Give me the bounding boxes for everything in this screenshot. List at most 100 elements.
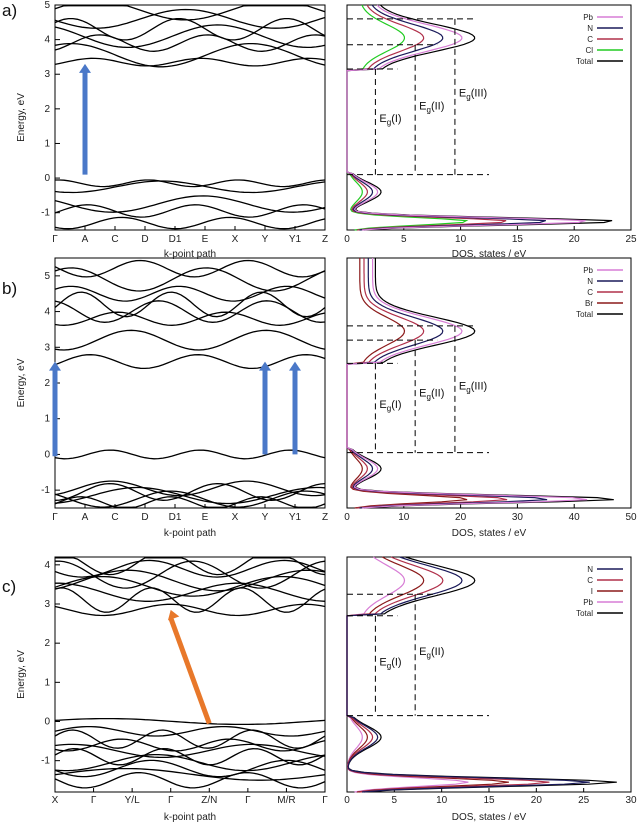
band-line [54, 34, 326, 52]
y-tick-label: 3 [44, 69, 50, 80]
x-tick-label: 0 [344, 795, 350, 806]
kpoint-label: Γ [168, 795, 174, 806]
plot-frame [346, 556, 632, 793]
kpoint-label: Z [322, 234, 328, 245]
legend-label: Pb [583, 13, 593, 22]
gap-label-sub: g [387, 118, 391, 127]
band-line [55, 557, 326, 576]
legend-label: N [587, 565, 593, 574]
kpoint-label: E [202, 512, 209, 523]
gap-label-main: E [379, 399, 386, 411]
kpoint-label: E [202, 234, 209, 245]
gap-label: Eg(II) [419, 646, 444, 660]
x-tick-label: 10 [455, 234, 467, 245]
x-tick-label: 20 [455, 512, 467, 523]
band-line [54, 17, 326, 41]
y-tick-label: 2 [44, 378, 50, 389]
band-line [55, 179, 326, 188]
band-line [54, 743, 326, 759]
band-line [54, 8, 326, 29]
x-tick-label: 5 [401, 234, 407, 245]
band-line [54, 267, 326, 292]
x-axis-label: k-point path [164, 528, 216, 539]
gap-label-main: E [419, 387, 426, 399]
band-line [54, 490, 326, 508]
band-line [54, 57, 326, 67]
band-line [54, 767, 326, 781]
band-structure-plot: -1 0 1 2 3 4 X Γ Y/L Γ Z/N Γ M/R Γk-point path Energy,… [16, 556, 328, 823]
band-line [54, 285, 326, 302]
legend-label: C [587, 288, 593, 297]
y-tick-label: 4 [44, 560, 50, 571]
x-tick-label: 25 [578, 795, 590, 806]
band-line [54, 603, 326, 617]
x-tick-label: 0 [344, 512, 350, 523]
gap-label-suffix: (II) [431, 101, 444, 113]
y-axis-label: Energy, eV [16, 650, 27, 699]
band-line [54, 216, 326, 230]
gap-arrow-head [167, 609, 180, 621]
kpoint-label: M/R [277, 795, 295, 806]
band-line [54, 587, 326, 613]
plot-frame [54, 4, 326, 231]
legend-label: N [587, 24, 593, 33]
y-tick-label: 3 [44, 342, 50, 353]
gap-label-suffix: (I) [391, 399, 401, 411]
y-tick-label: 2 [44, 104, 50, 115]
y-tick-label: 0 [44, 173, 50, 184]
kpoint-label: D1 [169, 234, 182, 245]
x-tick-label: 10 [436, 795, 448, 806]
x-tick-label: 20 [531, 795, 543, 806]
y-tick-label: 4 [44, 307, 50, 318]
gap-label: Eg(I) [379, 399, 401, 413]
band-line [54, 449, 326, 460]
gap-arrow-head [289, 361, 301, 371]
gap-label-main: E [379, 113, 386, 125]
gap-label-suffix: (I) [391, 657, 401, 669]
y-axis-label: Energy, eV [16, 93, 27, 142]
band-line [54, 717, 326, 726]
y-tick-label: 0 [44, 717, 50, 728]
legend-label: N [587, 277, 593, 286]
legend-label: Pb [583, 266, 593, 275]
gap-label-suffix: (II) [431, 387, 444, 399]
kpoint-label: A [82, 512, 89, 523]
x-axis-label: DOS, states / eV [452, 528, 527, 539]
gap-label-main: E [419, 646, 426, 658]
gap-label-suffix: (III) [471, 88, 488, 100]
band-line [54, 259, 326, 278]
band-line [54, 559, 326, 578]
band-line [54, 204, 326, 218]
x-axis-label: k-point path [164, 249, 216, 260]
y-tick-label: 4 [44, 35, 50, 46]
band-line [54, 759, 326, 778]
gap-arrow-head [259, 361, 271, 371]
legend-label: Total [576, 57, 593, 66]
kpoint-label: Z/N [201, 795, 217, 806]
x-tick-label: 25 [625, 234, 637, 245]
gap-label-suffix: (I) [391, 113, 401, 125]
band-line [54, 748, 326, 766]
dos-curve-i [346, 556, 509, 793]
legend-label: I [591, 587, 593, 596]
dos-curve-pb [346, 4, 586, 231]
band-line [54, 24, 326, 49]
x-axis-label: k-point path [164, 812, 216, 823]
gap-label: Eg(I) [379, 657, 401, 671]
band-line [54, 195, 326, 213]
band-line [54, 480, 326, 497]
band-line [54, 311, 326, 326]
dos-curve-pb [346, 258, 588, 509]
gap-label: Eg(III) [459, 380, 487, 394]
band-line [54, 486, 326, 505]
band-line [54, 180, 326, 194]
kpoint-label: Y/L [125, 795, 140, 806]
gap-label-main: E [459, 380, 466, 392]
band-line [54, 354, 326, 370]
kpoint-label: Y [262, 512, 269, 523]
band-line [54, 291, 326, 318]
dos-curve-n [346, 556, 590, 793]
